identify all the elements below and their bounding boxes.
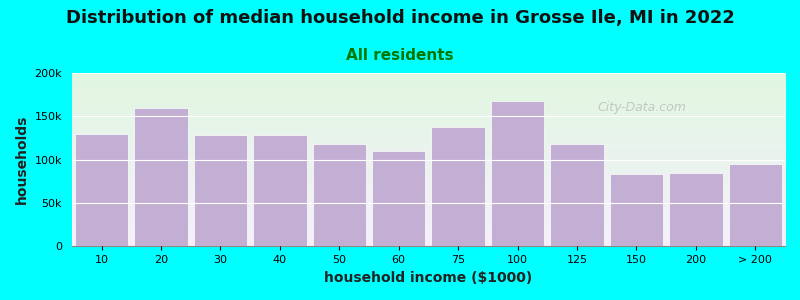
- Bar: [253, 135, 306, 246]
- Bar: [431, 127, 485, 246]
- Y-axis label: households: households: [15, 115, 29, 204]
- Bar: [134, 108, 188, 246]
- Bar: [313, 144, 366, 246]
- Text: Distribution of median household income in Grosse Ile, MI in 2022: Distribution of median household income …: [66, 9, 734, 27]
- Text: All residents: All residents: [346, 48, 454, 63]
- X-axis label: household income ($1000): household income ($1000): [324, 271, 533, 285]
- Bar: [194, 135, 247, 246]
- Bar: [75, 134, 128, 246]
- Bar: [729, 164, 782, 246]
- Bar: [669, 173, 722, 246]
- Bar: [372, 151, 426, 246]
- Bar: [491, 101, 544, 246]
- Bar: [550, 144, 604, 246]
- Bar: [610, 174, 663, 246]
- Text: City-Data.com: City-Data.com: [598, 101, 687, 114]
